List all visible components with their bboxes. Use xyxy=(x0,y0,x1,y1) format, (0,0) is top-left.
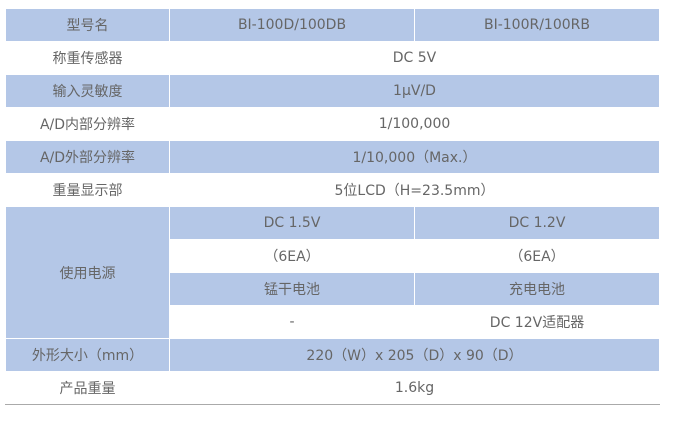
row-internal-res: A/D内部分辨率 1/100,000 xyxy=(5,107,660,141)
row-value: 1/100,000 xyxy=(169,107,660,141)
power-battery-b: 充电电池 xyxy=(414,272,660,306)
row-value: 5位LCD（H=23.5mm） xyxy=(169,173,660,207)
row-label: 输入灵敏度 xyxy=(5,74,170,108)
row-label: A/D外部分辨率 xyxy=(5,140,170,174)
model-a: BI-100D/100DB xyxy=(169,8,415,42)
header-row: 型号名 BI-100D/100DB BI-100R/100RB xyxy=(5,8,660,42)
row-label: 外形大小（mm） xyxy=(5,338,170,372)
row-size: 外形大小（mm） 220（W）x 205（D）x 90（D） xyxy=(5,338,660,372)
row-external-res: A/D外部分辨率 1/10,000（Max.） xyxy=(5,140,660,174)
power-adapter-a: - xyxy=(169,305,415,339)
power-voltage-b: DC 1.2V xyxy=(414,206,660,240)
row-label: 称重传感器 xyxy=(5,41,170,75)
row-label: A/D内部分辨率 xyxy=(5,107,170,141)
power-battery-a: 锰干电池 xyxy=(169,272,415,306)
power-voltage-a: DC 1.5V xyxy=(169,206,415,240)
row-label: 产品重量 xyxy=(5,371,170,405)
row-power-count: （6EA） （6EA） xyxy=(6,239,660,273)
row-value: 1μV/D xyxy=(169,74,660,108)
spec-table: 型号名 BI-100D/100DB BI-100R/100RB 称重传感器 DC… xyxy=(5,8,660,405)
power-count-b: （6EA） xyxy=(414,239,660,273)
row-label: 使用电源 xyxy=(5,206,170,339)
row-value: DC 5V xyxy=(169,41,660,75)
row-sensitivity: 输入灵敏度 1μV/D xyxy=(5,74,660,108)
power-adapter-b: DC 12V适配器 xyxy=(414,305,660,339)
row-value: 1.6kg xyxy=(169,371,660,405)
row-power-adapter: - DC 12V适配器 xyxy=(6,305,660,339)
row-load-cell: 称重传感器 DC 5V xyxy=(5,41,660,75)
header-label: 型号名 xyxy=(5,8,170,42)
model-b: BI-100R/100RB xyxy=(414,8,660,42)
row-weight: 产品重量 1.6kg xyxy=(5,371,660,405)
row-label: 重量显示部 xyxy=(5,173,170,207)
row-value: 1/10,000（Max.） xyxy=(169,140,660,174)
row-display: 重量显示部 5位LCD（H=23.5mm） xyxy=(5,173,660,207)
row-value: 220（W）x 205（D）x 90（D） xyxy=(169,338,660,372)
row-power-voltage: 使用电源 DC 1.5V DC 1.2V xyxy=(5,206,660,339)
power-count-a: （6EA） xyxy=(169,239,415,273)
row-power-battery: 锰干电池 充电电池 xyxy=(6,272,660,306)
